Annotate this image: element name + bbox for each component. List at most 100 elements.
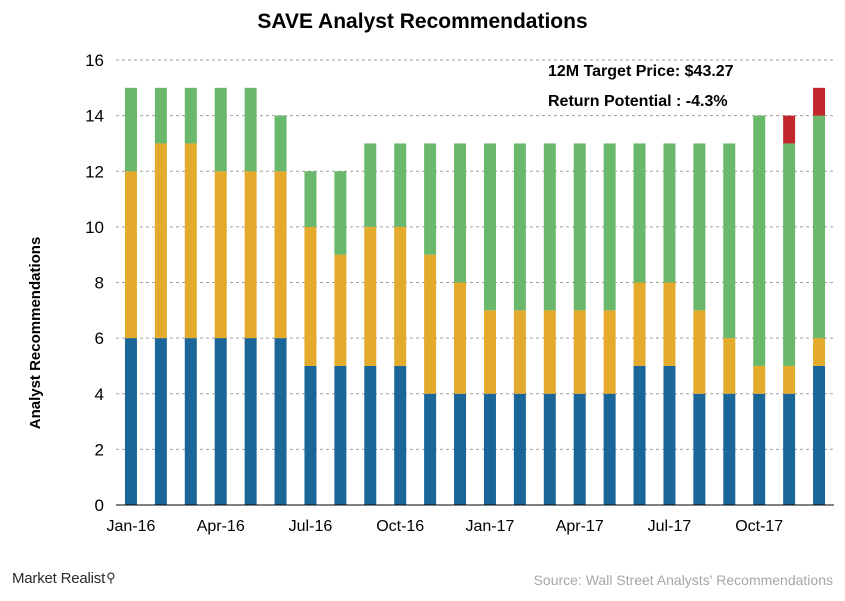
market-realist-logo: Market Realist⚲ [12,570,116,587]
y-tick-label: 8 [95,274,104,293]
bar-segment [244,171,257,339]
bar-segment [334,254,347,366]
x-tick-label: Jan-17 [465,518,514,535]
x-tick-label: Apr-16 [197,518,245,535]
bar-segment [304,171,317,227]
bar-segment [454,282,467,394]
y-axis-title: Analyst Recommendations [27,237,44,430]
bar-segment [513,393,526,505]
bar-segment [633,365,646,505]
logo-text: Market Realist [12,570,106,587]
bar-segment [633,143,646,283]
bar-segment [334,365,347,505]
bar-segment [753,365,766,394]
bar-segment [573,393,586,505]
bar-segment [573,310,586,394]
bar-segment [244,338,257,505]
bar-segment [663,143,676,283]
bar-segment [783,143,796,366]
y-tick-label: 0 [95,496,104,515]
bar-segment [783,365,796,394]
x-tick-label: Oct-16 [376,518,424,535]
bar-segment [274,115,287,172]
bar-segment [124,338,137,505]
bar-segment [334,171,347,255]
bar-segment [244,87,257,172]
bar-segment [214,87,227,172]
y-tick-label: 4 [95,385,104,404]
bar-segment [124,171,137,339]
bar-segment [304,365,317,505]
bar-segment [304,226,317,366]
bar-segment [573,143,586,311]
bar-segment [543,143,556,311]
bar-segment [364,365,377,505]
x-tick-label: Jul-17 [648,518,692,535]
bars [124,87,826,505]
x-tick-label: Oct-17 [735,518,783,535]
bar-segment [783,393,796,505]
bar-segment [813,115,826,339]
bar-segment [693,143,706,311]
bar-segment [513,143,526,311]
bar-segment [663,282,676,366]
bar-segment [483,393,496,505]
bar-segment [783,115,796,144]
bar-segment [184,338,197,505]
y-tick-label: 16 [85,51,104,70]
chart-title: SAVE Analyst Recommendations [257,10,588,33]
bar-segment [424,254,437,394]
bar-segment [483,143,496,311]
x-tick-label: Jul-16 [289,518,333,535]
bar-segment [483,310,496,394]
bar-segment [723,393,736,505]
bar-segment [154,338,167,505]
bar-segment [663,365,676,505]
magnifier-icon: ⚲ [106,570,116,585]
bar-segment [394,365,407,505]
x-tick-label: Apr-17 [556,518,604,535]
bar-segment [454,143,467,283]
bar-segment [603,310,616,394]
y-tick-label: 12 [85,162,104,181]
bar-segment [394,143,407,227]
source-note: Source: Wall Street Analysts' Recommenda… [533,572,833,588]
bar-segment [364,143,377,227]
bar-segment [633,282,646,366]
bar-segment [154,87,167,144]
y-tick-label: 2 [95,440,104,459]
bar-segment [274,338,287,505]
bar-segment [543,310,556,394]
bar-segment [424,393,437,505]
bar-segment [424,143,437,255]
bar-segment [603,143,616,311]
bar-segment [364,226,377,366]
bar-segment [813,87,826,116]
bar-segment [693,393,706,505]
bar-segment [753,393,766,505]
bar-segment [274,171,287,339]
return-potential-annotation: Return Potential : -4.3% [548,93,728,110]
bar-segment [513,310,526,394]
bar-segment [154,143,167,339]
bar-segment [543,393,556,505]
bar-segment [753,115,766,366]
bar-segment [214,171,227,339]
bar-segment [214,338,227,505]
target-price-annotation: 12M Target Price: $43.27 [548,63,734,80]
y-tick-label: 10 [85,218,104,237]
bar-segment [693,310,706,394]
bar-segment [813,338,826,366]
bar-segment [394,226,407,366]
bar-segment [603,393,616,505]
y-tick-label: 6 [95,329,104,348]
bar-segment [184,87,197,144]
bar-segment [813,365,826,505]
bar-segment [124,87,137,172]
bar-segment [184,143,197,339]
x-tick-label: Jan-16 [106,518,155,535]
y-tick-label: 14 [85,107,104,126]
bar-segment [454,393,467,505]
bar-segment [723,143,736,339]
